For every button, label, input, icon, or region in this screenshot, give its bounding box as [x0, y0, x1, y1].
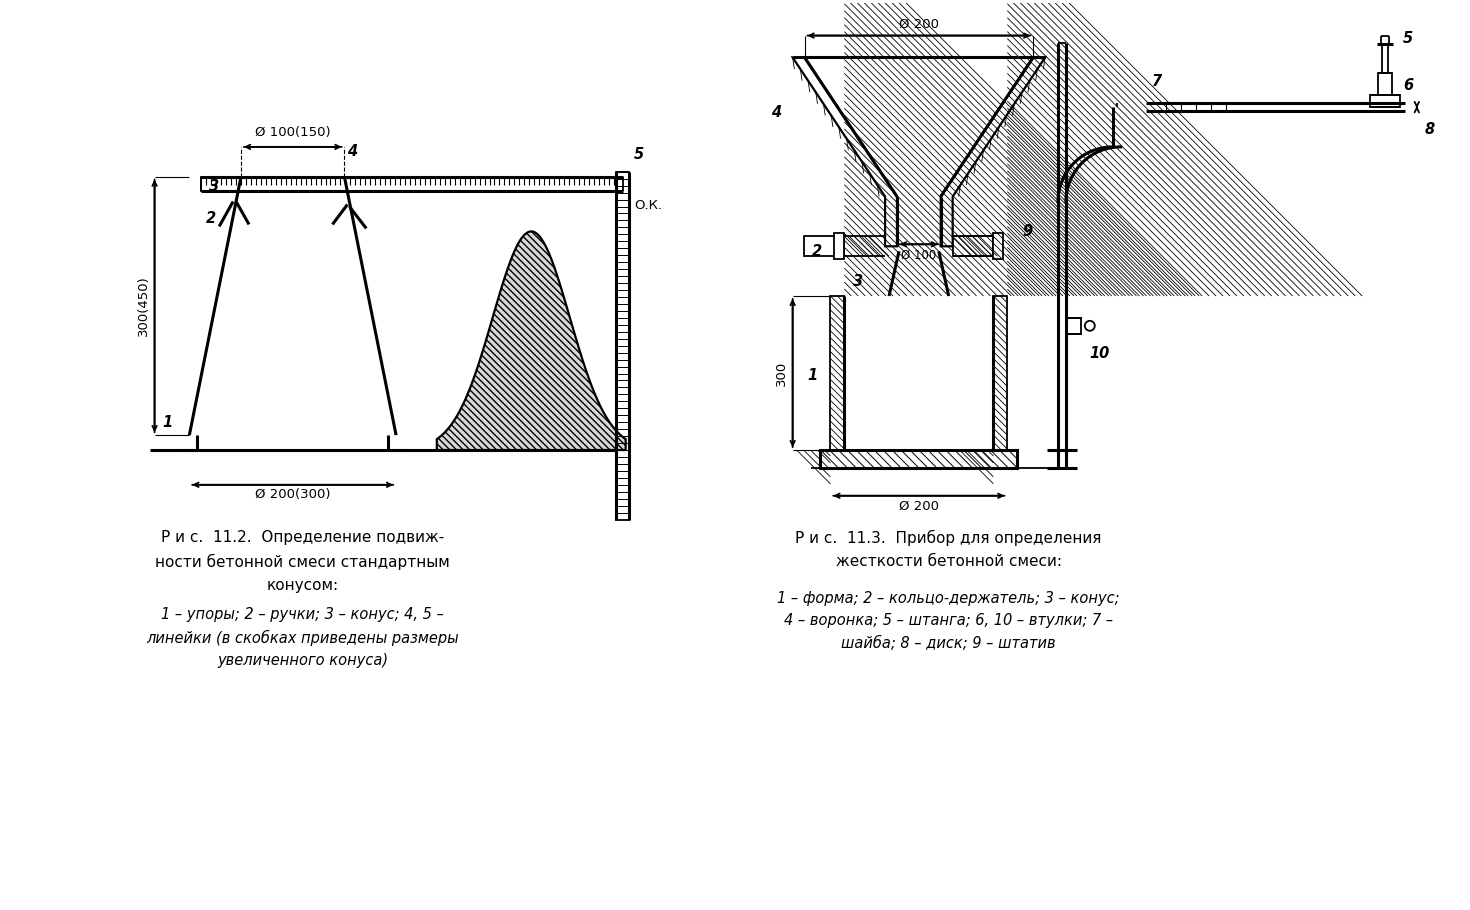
Text: 2: 2 — [813, 244, 822, 258]
Bar — [1066, 318, 1080, 334]
Text: 1: 1 — [162, 415, 172, 430]
Text: 300(450): 300(450) — [137, 276, 150, 337]
Polygon shape — [941, 57, 1045, 247]
Text: О.К.: О.К. — [634, 198, 662, 212]
Text: 3: 3 — [853, 274, 863, 288]
Text: 8: 8 — [1424, 122, 1435, 137]
Bar — [835, 233, 844, 259]
Text: 9: 9 — [1022, 224, 1032, 238]
Bar — [831, 296, 844, 450]
Bar — [1377, 74, 1392, 96]
Bar — [201, 177, 623, 190]
Text: 1 – форма; 2 – кольцо-держатель; 3 – конус;
4 – воронка; 5 – штанга; 6, 10 – вту: 1 – форма; 2 – кольцо-держатель; 3 – кон… — [778, 592, 1120, 651]
Text: 3: 3 — [209, 178, 219, 194]
Text: Р и с.  11.3.  Прибор для определения
жесткости бетонной смеси:: Р и с. 11.3. Прибор для определения жест… — [795, 530, 1102, 569]
Text: 4: 4 — [770, 105, 781, 119]
Text: 5: 5 — [634, 147, 644, 162]
Bar — [994, 233, 1004, 259]
Text: 5: 5 — [1402, 31, 1413, 46]
Polygon shape — [792, 57, 897, 247]
Text: Ø 100: Ø 100 — [901, 248, 936, 261]
Bar — [804, 237, 844, 257]
Text: 2: 2 — [206, 211, 216, 226]
Text: 10: 10 — [1089, 346, 1110, 360]
Bar — [1370, 96, 1399, 107]
Text: 300: 300 — [775, 360, 788, 386]
Text: Ø 100(150): Ø 100(150) — [254, 126, 331, 139]
Text: 1: 1 — [807, 368, 817, 383]
Text: Ø 200: Ø 200 — [898, 17, 939, 31]
Bar — [953, 237, 994, 257]
Text: Р и с.  11.2.  Определение подвиж-
ности бетонной смеси стандартным
конусом:: Р и с. 11.2. Определение подвиж- ности б… — [156, 530, 450, 593]
Polygon shape — [437, 231, 626, 450]
Bar — [820, 450, 1017, 468]
Text: 1 – упоры; 2 – ручки; 3 – конус; 4, 5 –
линейки (в скобках приведены размеры
уве: 1 – упоры; 2 – ручки; 3 – конус; 4, 5 – … — [147, 607, 459, 668]
Text: 6: 6 — [1402, 78, 1413, 94]
Bar — [616, 172, 629, 520]
Text: 7: 7 — [1151, 75, 1161, 89]
Text: Ø 200(300): Ø 200(300) — [254, 488, 331, 501]
Bar — [1382, 44, 1388, 74]
Text: 4: 4 — [347, 144, 357, 159]
Bar — [994, 296, 1007, 450]
Text: Ø 200: Ø 200 — [898, 500, 939, 512]
